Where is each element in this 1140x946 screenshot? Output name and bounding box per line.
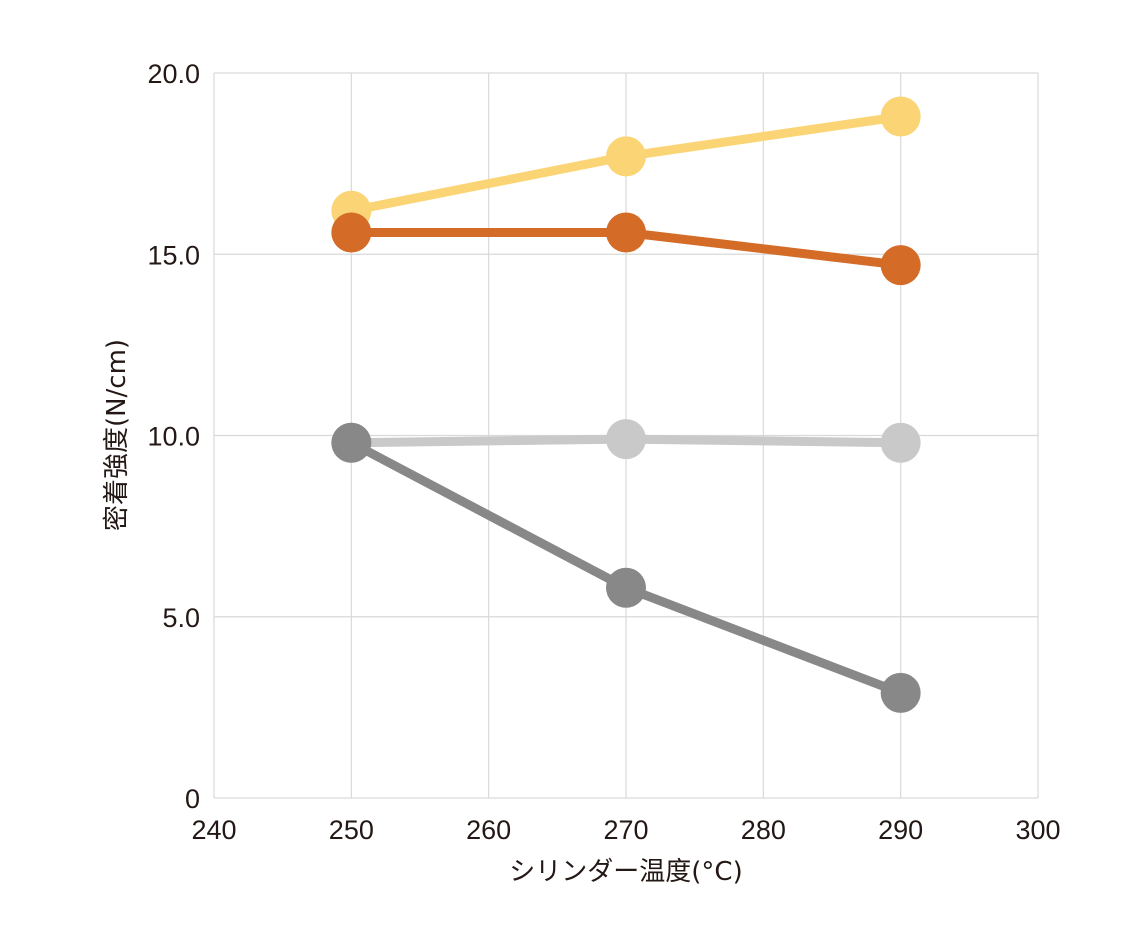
y-tick-label: 10.0 [147, 422, 200, 452]
series-4-point [331, 422, 372, 463]
series-2-point [606, 212, 646, 253]
series-4-point [880, 672, 921, 713]
x-tick-label: 300 [1015, 815, 1060, 845]
series-3-point [606, 419, 646, 460]
x-tick-label: 240 [191, 815, 236, 845]
series-1-point [880, 96, 921, 137]
x-tick-label: 260 [466, 815, 511, 845]
x-tick-label: 280 [741, 815, 786, 845]
x-tick-label: 250 [329, 815, 374, 845]
x-tick-label: 290 [878, 815, 923, 845]
y-tick-label: 0 [185, 784, 200, 814]
series-4 [331, 422, 921, 713]
x-tick-label: 270 [603, 815, 648, 845]
series-4-point [606, 567, 646, 608]
y-tick-label: 20.0 [147, 59, 200, 89]
series-1 [331, 96, 921, 231]
series-2-point [880, 245, 921, 286]
series-3-point [880, 422, 921, 463]
series-1-point [606, 136, 646, 177]
x-axis-title: シリンダー温度(°C) [509, 857, 742, 887]
y-tick-label: 5.0 [162, 603, 200, 633]
tick-labels: 240 250 260 270 280 290 300 0 5.0 10.0 15.0 20.0 [147, 59, 1060, 845]
series-3 [331, 419, 921, 463]
y-axis-title: 密着強度(N/cm) [102, 339, 132, 531]
y-tick-label: 15.0 [147, 240, 200, 270]
series-2 [331, 212, 921, 286]
series-group [331, 96, 921, 713]
series-2-point [331, 212, 372, 253]
